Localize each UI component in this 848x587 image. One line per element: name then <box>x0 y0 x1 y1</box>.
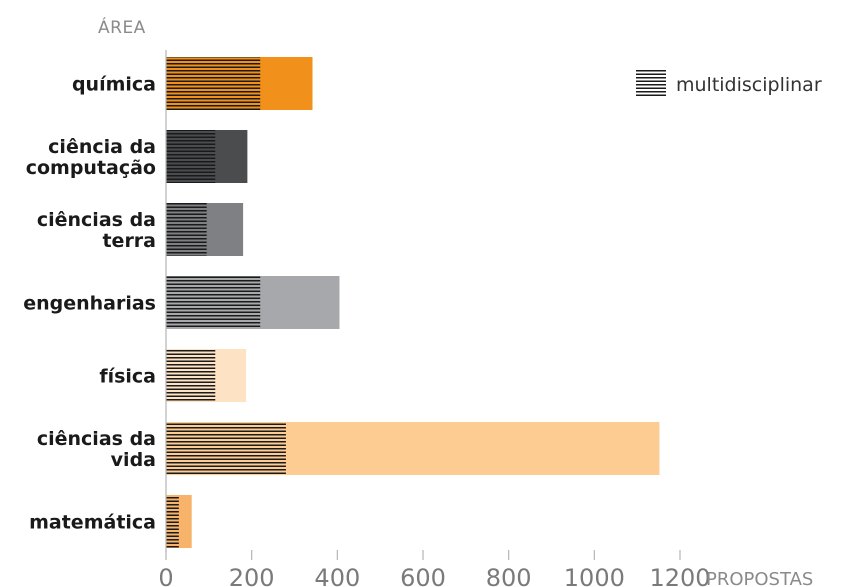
legend: multidisciplinar <box>636 70 822 98</box>
category-label-line: terra <box>102 230 156 252</box>
bar-multidisciplinar <box>166 57 261 110</box>
category-label: ciências da vida <box>37 428 156 471</box>
category-label-line: engenharias <box>23 293 156 315</box>
category-label-line: física <box>99 366 156 388</box>
bar-multidisciplinar <box>166 276 261 329</box>
bar-multidisciplinar <box>166 349 216 402</box>
x-tick-label: 400 <box>314 564 360 587</box>
category-label: engenharias <box>23 293 156 315</box>
x-tick-label: 200 <box>229 564 275 587</box>
bar-multidisciplinar <box>166 203 207 256</box>
category-label: ciência da computação <box>26 136 156 179</box>
category-label-line: computação <box>26 157 156 179</box>
x-tick-label: 600 <box>400 564 446 587</box>
category-label-line: ciências da <box>37 428 156 450</box>
x-axis-ticks: 0 200 400 600 800 1000 1200 <box>158 550 711 587</box>
x-axis-title: PROPOSTAS <box>706 569 813 587</box>
category-label: ciências da terra <box>37 209 156 252</box>
legend-label: multidisciplinar <box>676 74 822 96</box>
legend-swatch-hatched <box>636 70 666 98</box>
category-label-line: ciências da <box>37 209 156 231</box>
category-label-line: química <box>72 74 156 96</box>
y-axis-title: ÁREA <box>98 16 146 38</box>
bar-multidisciplinar <box>166 422 286 475</box>
category-label-line: matemática <box>29 512 156 534</box>
bar-multidisciplinar <box>166 130 216 183</box>
x-tick-label: 1200 <box>649 564 710 587</box>
category-label: química <box>72 74 156 96</box>
category-label-line: ciência da <box>48 136 156 158</box>
bar-multidisciplinar <box>166 495 179 548</box>
category-label-line: vida <box>111 449 156 471</box>
category-label: matemática <box>29 512 156 534</box>
x-tick-label: 800 <box>486 564 532 587</box>
x-tick-label: 0 <box>158 564 173 587</box>
category-label: física <box>99 366 156 388</box>
x-tick-label: 1000 <box>564 564 625 587</box>
